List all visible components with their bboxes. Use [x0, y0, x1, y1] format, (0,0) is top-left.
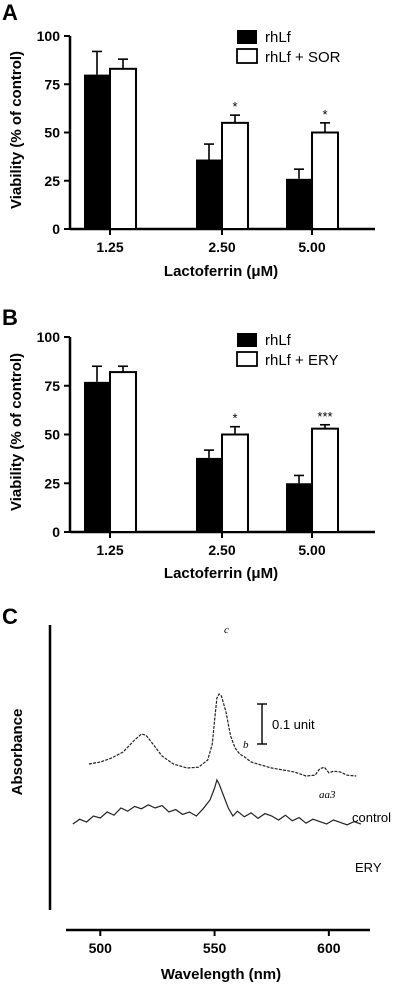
- x-tick-label: 1.25: [96, 542, 123, 558]
- legend-label-rhlf-ery: rhLf + ERY: [265, 352, 339, 369]
- panel-b-xlabel: Lactoferrin (μM): [164, 565, 278, 582]
- x-tick-label: 5.00: [298, 542, 325, 558]
- significance-marker: *: [232, 99, 237, 114]
- legend-label-rhlf-sor: rhLf + SOR: [265, 49, 341, 66]
- x-tick-label: 5.00: [298, 239, 325, 255]
- spectrum-trace-ery: [72, 778, 362, 826]
- panel-a-bars: **: [84, 50, 339, 230]
- significance-marker: ***: [317, 409, 332, 424]
- peak-label-b: b: [243, 739, 249, 751]
- y-tick-label: 0: [52, 221, 60, 237]
- panel-c-ylabel: Absorbance: [9, 709, 26, 796]
- y-tick-label: 50: [44, 125, 60, 141]
- bar: [221, 121, 249, 230]
- bar: [84, 381, 110, 532]
- bar: [286, 178, 312, 229]
- x-tick-label: 600: [317, 940, 341, 956]
- significance-marker: *: [322, 107, 327, 122]
- bar: [109, 371, 137, 533]
- panel-a-letter: A: [2, 0, 18, 25]
- x-tick-label: 2.50: [208, 239, 235, 255]
- legend-swatch-rhlf: [237, 30, 257, 44]
- bar: [109, 67, 137, 230]
- y-tick-label: 0: [52, 524, 60, 540]
- bar: [84, 74, 110, 229]
- panel-b-letter: B: [2, 305, 18, 330]
- panel-b-bars: * ***: [84, 365, 339, 533]
- bar: [311, 131, 339, 230]
- bar: [221, 433, 249, 533]
- scale-bar: 0.1 unit: [257, 703, 315, 745]
- scale-bar-label: 0.1 unit: [272, 717, 315, 732]
- bar: [286, 483, 312, 532]
- y-tick-label: 75: [44, 76, 60, 92]
- legend-swatch-rhlf-ery: [236, 351, 258, 367]
- peak-label-c: c: [224, 624, 229, 636]
- significance-marker: *: [232, 411, 237, 426]
- panel-c: C Absorbance 500 550 600 c b aa3 control E…: [2, 604, 391, 983]
- y-tick-label: 25: [44, 173, 60, 189]
- x-tick-label: 2.50: [208, 542, 235, 558]
- panel-c-xlabel: Wavelength (nm): [161, 966, 281, 983]
- trace-label-control: control: [352, 810, 391, 825]
- y-tick-label: 25: [44, 475, 60, 491]
- legend-label-rhlf: rhLf: [265, 332, 292, 349]
- x-tick-label: 500: [89, 940, 113, 956]
- x-tick-label: 1.25: [96, 239, 123, 255]
- panel-c-letter: C: [2, 604, 18, 629]
- bar: [196, 159, 222, 229]
- x-tick-label: 550: [203, 940, 227, 956]
- legend-swatch-rhlf: [237, 333, 257, 347]
- bar: [311, 427, 339, 533]
- bar: [196, 457, 222, 532]
- y-tick-label: 100: [37, 329, 61, 345]
- trace-label-ery: ERY: [355, 860, 382, 875]
- panel-a-legend: rhLf rhLf + SOR: [236, 29, 341, 66]
- panel-a-ylabel: Viability (% of control): [8, 51, 25, 209]
- panel-b-legend: rhLf rhLf + ERY: [236, 332, 339, 369]
- panel-c-axes: 500 550 600: [66, 928, 370, 956]
- panel-b: B Viability (% of control) 0 25 50 75 100 1.2…: [2, 305, 375, 582]
- y-tick-label: 75: [44, 378, 60, 394]
- panel-a: A Viability (% of control) 0 25 50 75 100 1.2…: [2, 0, 375, 280]
- panel-b-axes: 0 25 50 75 100 1.25 2.50 5.00: [37, 329, 375, 558]
- peak-label-aa3: aa3: [319, 789, 336, 801]
- y-tick-label: 100: [37, 28, 61, 44]
- y-tick-label: 50: [44, 427, 60, 443]
- spectrum-trace-control: [88, 693, 357, 777]
- legend-swatch-rhlf-sor: [236, 48, 258, 64]
- panel-a-xlabel: Lactoferrin (μM): [164, 263, 278, 280]
- legend-label-rhlf: rhLf: [265, 29, 292, 46]
- panel-c-traces: [72, 693, 362, 826]
- panel-b-ylabel: Viability (% of control): [8, 353, 25, 511]
